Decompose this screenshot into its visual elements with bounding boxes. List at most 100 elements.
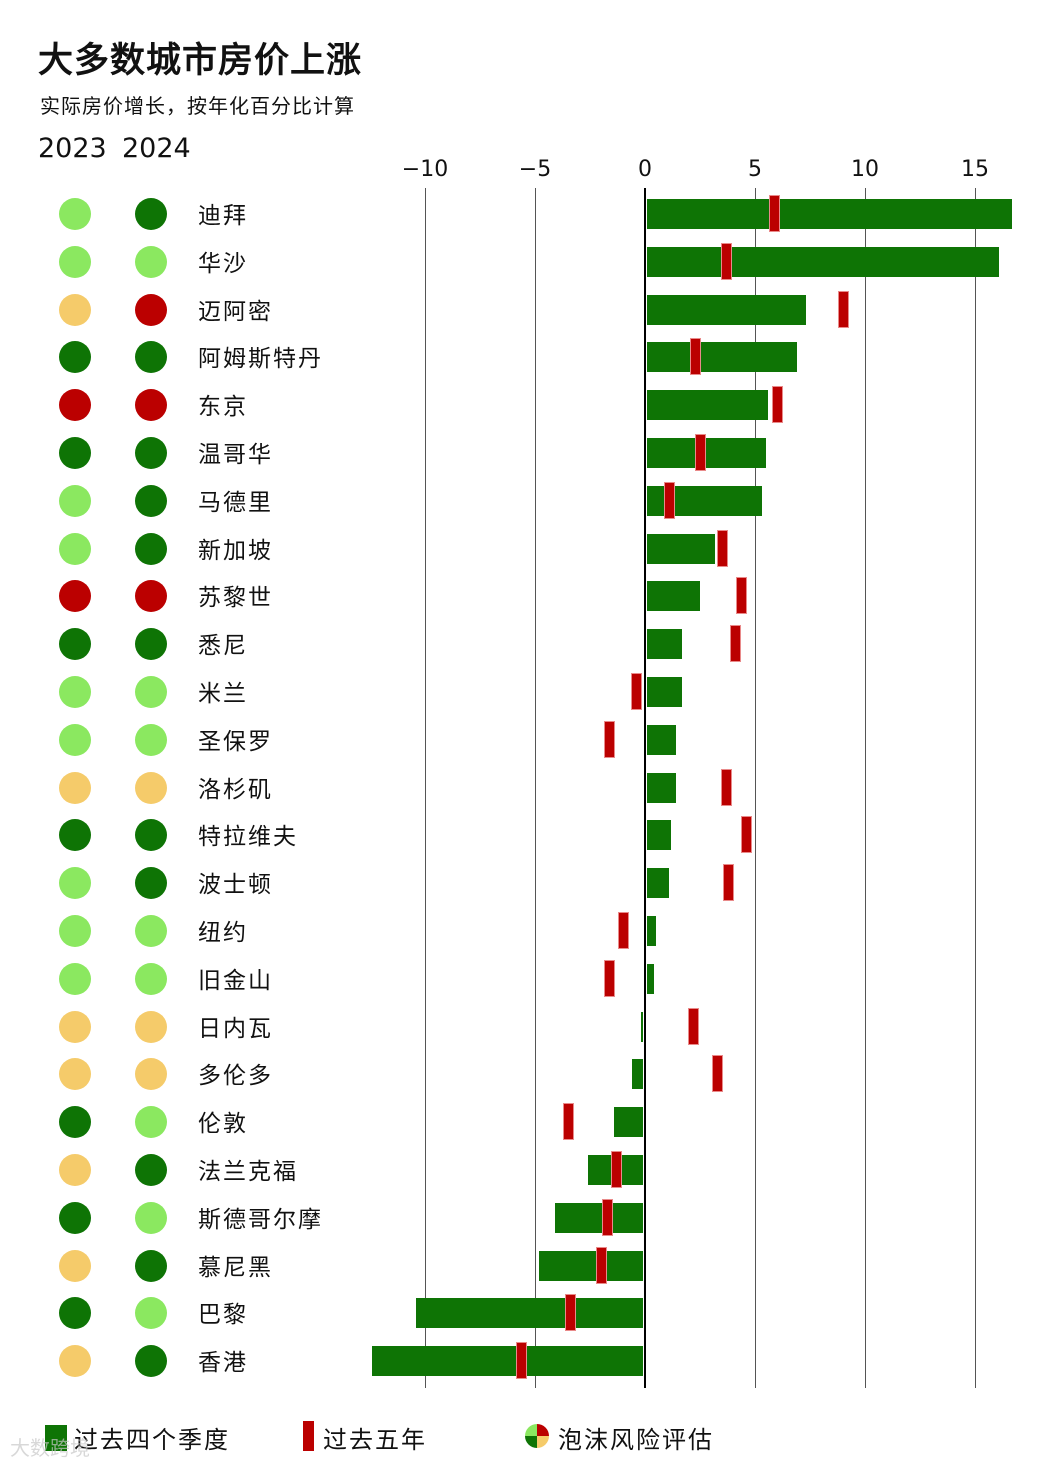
risk-dot-2024 xyxy=(135,819,167,852)
five-year-marker xyxy=(694,434,706,471)
five-year-marker xyxy=(610,1151,622,1188)
legend-bar-label: 过去四个季度 xyxy=(74,1426,230,1454)
city-label: 法兰克福 xyxy=(198,1159,298,1185)
risk-dot-2023 xyxy=(59,1154,91,1186)
risk-pie-icon xyxy=(525,1424,549,1448)
four-quarter-bar xyxy=(647,916,656,946)
chart-row: 圣保罗 xyxy=(0,720,1064,772)
chart-row: 香港 xyxy=(0,1342,1064,1393)
city-label: 斯德哥尔摩 xyxy=(198,1206,323,1233)
chart-row: 伦敦 xyxy=(0,1103,1064,1154)
risk-dot-2023 xyxy=(59,389,91,422)
five-year-marker xyxy=(687,1007,699,1045)
risk-dot-2023 xyxy=(59,867,91,900)
four-quarter-bar xyxy=(372,1346,643,1377)
city-label: 特拉维夫 xyxy=(198,824,298,851)
year-label-2024: 2024 xyxy=(122,133,191,164)
chart-row: 温哥华 xyxy=(0,434,1064,485)
chart-row: 旧金山 xyxy=(0,959,1064,1011)
city-label: 旧金山 xyxy=(198,967,273,994)
risk-dot-2023 xyxy=(59,1345,91,1378)
watermark: 大数跨境 xyxy=(10,1436,90,1460)
city-label: 东京 xyxy=(198,394,248,421)
risk-dot-2023 xyxy=(59,198,91,230)
city-label: 悉尼 xyxy=(198,633,248,660)
city-label: 温哥华 xyxy=(198,442,273,468)
risk-dot-2024 xyxy=(135,1106,167,1139)
city-label: 巴黎 xyxy=(198,1302,248,1329)
axis-tick-label: 10 xyxy=(851,157,879,182)
city-label: 多伦多 xyxy=(198,1063,273,1090)
five-year-marker xyxy=(771,386,783,424)
axis-tick-label: −10 xyxy=(401,157,449,182)
four-quarter-bar xyxy=(647,629,683,660)
risk-dot-2023 xyxy=(59,1010,91,1043)
risk-dot-2024 xyxy=(135,676,167,708)
city-label: 日内瓦 xyxy=(198,1015,273,1042)
risk-dot-2023 xyxy=(59,580,91,613)
risk-dot-2023 xyxy=(59,819,91,852)
gridline xyxy=(425,188,426,1388)
four-quarter-bar xyxy=(647,868,670,899)
four-quarter-bar xyxy=(647,581,700,612)
risk-dot-2023 xyxy=(59,723,91,756)
four-quarter-bar xyxy=(554,1202,643,1233)
chart-row: 东京 xyxy=(0,386,1064,437)
gridline xyxy=(865,188,866,1388)
chart-row: 纽约 xyxy=(0,912,1064,963)
four-quarter-bar xyxy=(647,199,1013,229)
city-label: 迈阿密 xyxy=(198,298,273,325)
risk-dot-2023 xyxy=(59,245,91,278)
risk-dot-2024 xyxy=(135,771,167,804)
city-label: 波士顿 xyxy=(198,872,273,899)
chart-row: 洛杉矶 xyxy=(0,768,1064,820)
axis-tick-label: 15 xyxy=(961,157,989,182)
five-year-marker xyxy=(516,1342,528,1380)
risk-dot-2024 xyxy=(135,437,167,469)
chart-row: 特拉维夫 xyxy=(0,816,1064,867)
five-year-marker xyxy=(720,768,732,806)
chart-row: 阿姆斯特丹 xyxy=(0,338,1064,389)
chart-row: 迪拜 xyxy=(0,195,1064,246)
risk-dot-2024 xyxy=(135,1297,167,1330)
legend-marker-label: 过去五年 xyxy=(323,1426,427,1454)
risk-dot-2024 xyxy=(135,245,167,278)
chart-row: 法兰克福 xyxy=(0,1151,1064,1202)
five-year-marker xyxy=(723,864,735,902)
five-year-marker xyxy=(769,195,781,232)
five-year-marker xyxy=(740,816,752,854)
four-quarter-bar xyxy=(640,1011,643,1042)
chart-row: 迈阿密 xyxy=(0,290,1064,342)
risk-dot-2024 xyxy=(135,341,167,374)
chart-row: 日内瓦 xyxy=(0,1007,1064,1059)
five-year-marker xyxy=(716,529,728,567)
city-label: 圣保罗 xyxy=(198,728,273,755)
chart-row: 多伦多 xyxy=(0,1055,1064,1106)
risk-dot-2023 xyxy=(59,484,91,517)
city-label: 纽约 xyxy=(198,920,248,946)
legend-risk-label: 泡沫风险评估 xyxy=(558,1426,714,1454)
risk-dot-2023 xyxy=(59,341,91,374)
risk-dot-2024 xyxy=(135,867,167,900)
risk-dot-2023 xyxy=(59,771,91,804)
risk-dot-2023 xyxy=(59,962,91,995)
year-label-2023: 2023 xyxy=(38,133,107,164)
page-title: 大多数城市房价上涨 xyxy=(38,41,363,81)
city-label: 新加坡 xyxy=(198,537,273,564)
four-quarter-bar xyxy=(539,1250,643,1281)
city-label: 慕尼黑 xyxy=(198,1254,273,1281)
city-label: 苏黎世 xyxy=(198,585,273,612)
legend-bar-swatch xyxy=(45,1425,67,1451)
risk-dot-2023 xyxy=(59,1297,91,1330)
chart-row: 慕尼黑 xyxy=(0,1246,1064,1298)
five-year-marker xyxy=(617,912,629,949)
gridline xyxy=(975,188,976,1388)
city-label: 华沙 xyxy=(198,250,248,277)
risk-dot-2024 xyxy=(135,628,167,661)
page-subtitle: 实际房价增长，按年化百分比计算 xyxy=(40,94,355,118)
axis-tick-label: 0 xyxy=(638,157,652,182)
five-year-marker xyxy=(663,481,675,519)
four-quarter-bar xyxy=(647,390,769,421)
risk-dot-2024 xyxy=(135,293,167,326)
city-label: 洛杉矶 xyxy=(198,776,273,803)
